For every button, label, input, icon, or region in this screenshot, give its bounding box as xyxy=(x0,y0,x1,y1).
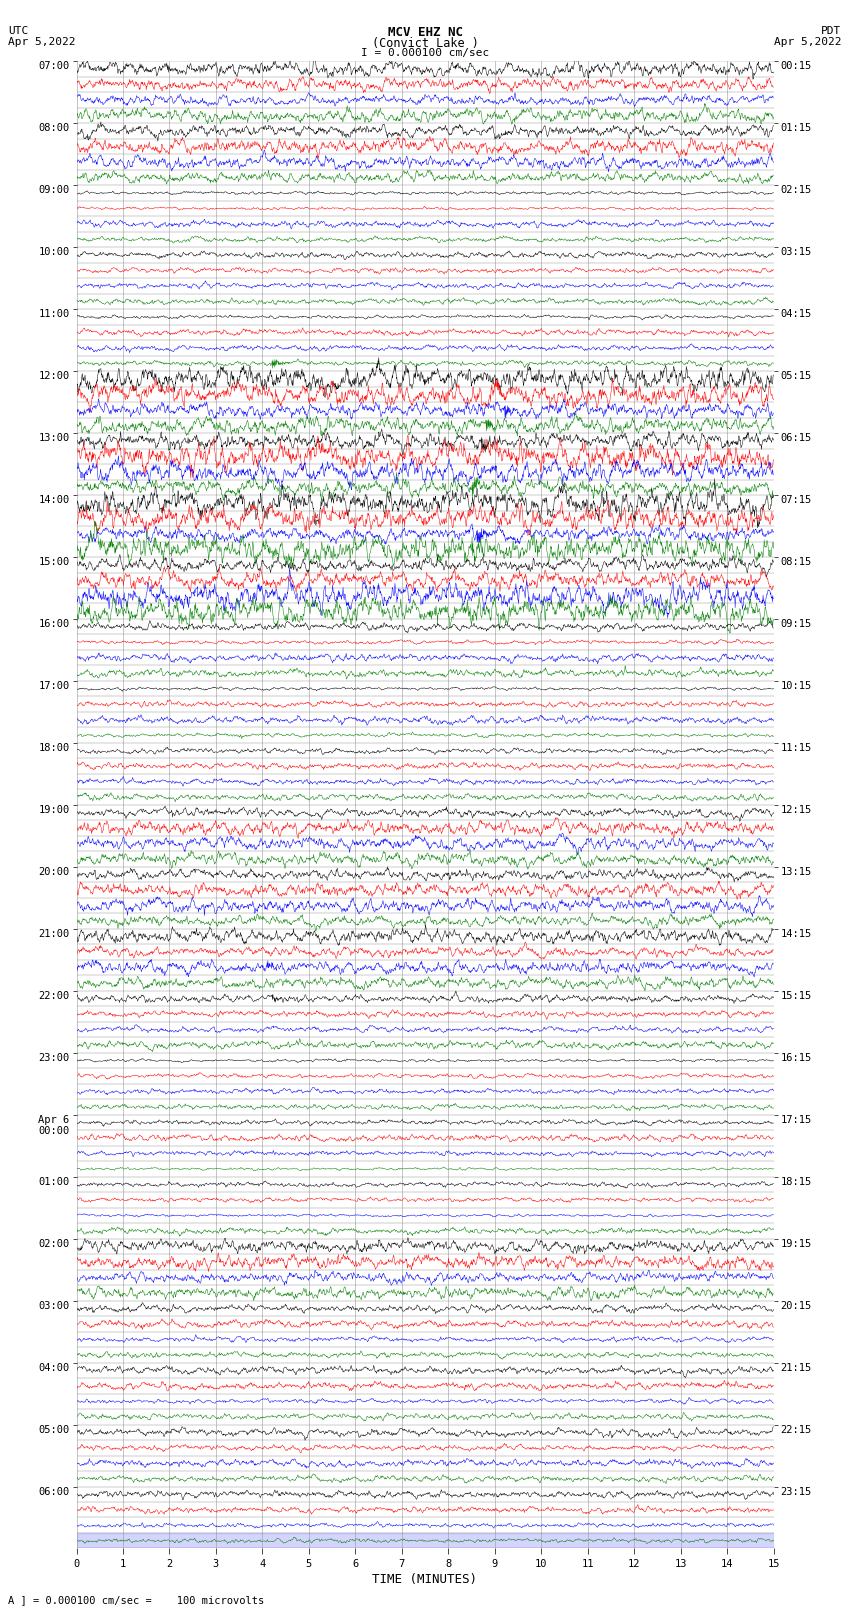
Bar xyxy=(76,1532,774,1548)
Text: PDT: PDT xyxy=(821,26,842,35)
Text: UTC: UTC xyxy=(8,26,29,35)
Text: (Convict Lake ): (Convict Lake ) xyxy=(371,37,479,50)
Text: A ] = 0.000100 cm/sec =    100 microvolts: A ] = 0.000100 cm/sec = 100 microvolts xyxy=(8,1595,264,1605)
Text: I = 0.000100 cm/sec: I = 0.000100 cm/sec xyxy=(361,48,489,58)
X-axis label: TIME (MINUTES): TIME (MINUTES) xyxy=(372,1573,478,1586)
Text: MCV EHZ NC: MCV EHZ NC xyxy=(388,26,462,39)
Text: Apr 5,2022: Apr 5,2022 xyxy=(8,37,76,47)
Text: Apr 5,2022: Apr 5,2022 xyxy=(774,37,842,47)
